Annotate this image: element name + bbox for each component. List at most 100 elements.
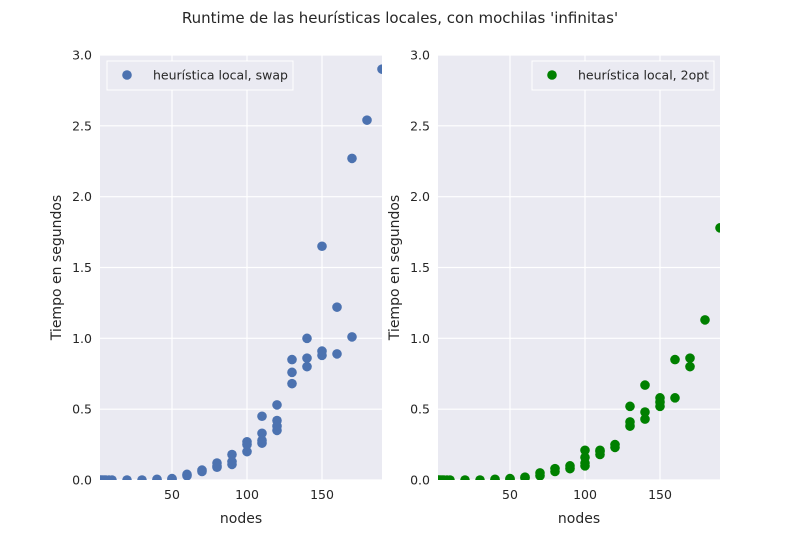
- left-data-point: [347, 153, 357, 164]
- right-data-point: [550, 463, 560, 474]
- left-data-point: [287, 378, 297, 389]
- right-data-point: [475, 475, 485, 480]
- left-legend-label: heurística local, swap: [153, 68, 288, 83]
- right-legend-label: heurística local, 2opt: [578, 68, 709, 83]
- right-data-point: [535, 468, 545, 478]
- left-y-tick-label: 0.5: [72, 402, 92, 417]
- left-data-point: [362, 115, 372, 125]
- left-data-point: [107, 475, 117, 480]
- left-grid: [100, 54, 382, 481]
- left-data-point: [302, 333, 312, 344]
- left-y-tick-label: 2.5: [72, 118, 92, 133]
- left-data-point: [317, 241, 327, 252]
- right-x-tick-label: 100: [573, 487, 597, 502]
- left-data-point: [122, 475, 132, 480]
- right-data-point: [640, 380, 650, 390]
- right-y-tick-label: 0.0: [410, 473, 430, 488]
- right-points: [438, 223, 720, 480]
- left-data-point: [332, 302, 342, 312]
- right-subplot: 50 100 150 0.0 0.5 1.0 1.5 2.0 2.5 3.0 nodes Tie…: [387, 48, 720, 527]
- left-data-point: [377, 64, 382, 74]
- right-y-tick-label: 1.5: [410, 260, 430, 275]
- right-legend-marker: [547, 70, 557, 80]
- right-grid: [438, 54, 720, 481]
- right-y-tick-label: 0.5: [410, 402, 430, 417]
- left-data-point: [242, 446, 252, 457]
- left-x-ticks: 50 100 150: [164, 487, 334, 502]
- left-data-point: [272, 400, 282, 410]
- left-data-point: [227, 449, 237, 460]
- left-points: [100, 64, 382, 480]
- left-x-label: nodes: [220, 511, 262, 527]
- left-y-ticks: 0.0 0.5 1.0 1.5 2.0 2.5 3.0: [72, 48, 92, 488]
- left-data-point: [212, 458, 222, 468]
- right-data-point: [505, 473, 515, 480]
- right-data-point: [670, 393, 680, 403]
- right-data-point: [685, 353, 695, 363]
- right-x-tick-label: 50: [502, 487, 518, 502]
- left-legend-marker: [122, 70, 132, 80]
- left-y-tick-label: 2.0: [72, 189, 92, 204]
- left-y-tick-label: 3.0: [72, 48, 92, 63]
- left-data-point: [227, 456, 237, 467]
- left-x-tick-label: 100: [235, 487, 259, 502]
- figure-title: Runtime de las heurísticas locales, con …: [182, 9, 618, 27]
- right-data-point: [460, 475, 470, 480]
- right-y-tick-label: 2.0: [410, 189, 430, 204]
- right-data-point: [625, 417, 635, 427]
- right-x-ticks: 50 100 150: [502, 487, 672, 502]
- right-legend-box: [531, 60, 715, 91]
- right-y-label: Tiempo en segundos: [387, 195, 403, 341]
- right-data-point: [625, 401, 635, 412]
- left-y-tick-label: 0.0: [72, 473, 92, 488]
- left-data-point: [182, 469, 192, 480]
- left-data-point: [317, 346, 327, 356]
- left-data-point: [332, 349, 342, 359]
- left-data-point: [167, 473, 177, 480]
- right-x-tick-label: 150: [648, 487, 672, 502]
- right-y-tick-label: 1.0: [410, 331, 430, 346]
- left-y-label: Tiempo en segundos: [49, 195, 65, 341]
- left-data-point: [257, 435, 267, 446]
- left-data-point: [287, 354, 297, 365]
- right-x-label: nodes: [558, 511, 600, 527]
- left-data-point: [302, 353, 312, 363]
- left-x-tick-label: 50: [164, 487, 180, 502]
- right-data-point: [490, 474, 500, 480]
- left-data-point: [272, 415, 282, 426]
- left-data-point: [302, 361, 312, 372]
- left-legend: heurística local, swap: [106, 60, 294, 91]
- left-subplot: 50 100 150 0.0 0.5 1.0 1.5 2.0 2.5 3.0 nodes Tie…: [49, 48, 382, 527]
- right-data-point: [655, 393, 665, 403]
- left-data-point: [287, 367, 297, 378]
- left-data-point: [137, 475, 147, 480]
- right-data-point: [610, 439, 620, 450]
- right-data-point: [670, 354, 680, 365]
- left-y-tick-label: 1.0: [72, 331, 92, 346]
- right-data-point: [640, 407, 650, 417]
- right-legend: heurística local, 2opt: [531, 60, 715, 91]
- left-data-point: [257, 411, 267, 422]
- right-y-tick-label: 3.0: [410, 48, 430, 63]
- right-data-point: [640, 414, 650, 424]
- left-legend-box: [106, 60, 294, 91]
- left-data-point: [242, 436, 252, 447]
- right-data-point: [445, 475, 455, 480]
- right-data-point: [580, 452, 590, 463]
- left-data-point: [197, 465, 207, 475]
- right-data-point: [715, 223, 720, 233]
- right-data-point: [520, 472, 530, 480]
- left-data-point: [347, 332, 357, 342]
- left-x-tick-label: 150: [310, 487, 334, 502]
- right-data-point: [580, 445, 590, 456]
- right-data-point: [595, 445, 605, 456]
- right-data-point: [685, 361, 695, 372]
- right-data-point: [700, 315, 710, 325]
- left-y-tick-label: 1.5: [72, 260, 92, 275]
- right-data-point: [565, 461, 575, 471]
- left-data-point: [152, 474, 162, 480]
- right-y-ticks: 0.0 0.5 1.0 1.5 2.0 2.5 3.0: [410, 48, 430, 488]
- right-y-tick-label: 2.5: [410, 118, 430, 133]
- left-data-point: [257, 428, 267, 439]
